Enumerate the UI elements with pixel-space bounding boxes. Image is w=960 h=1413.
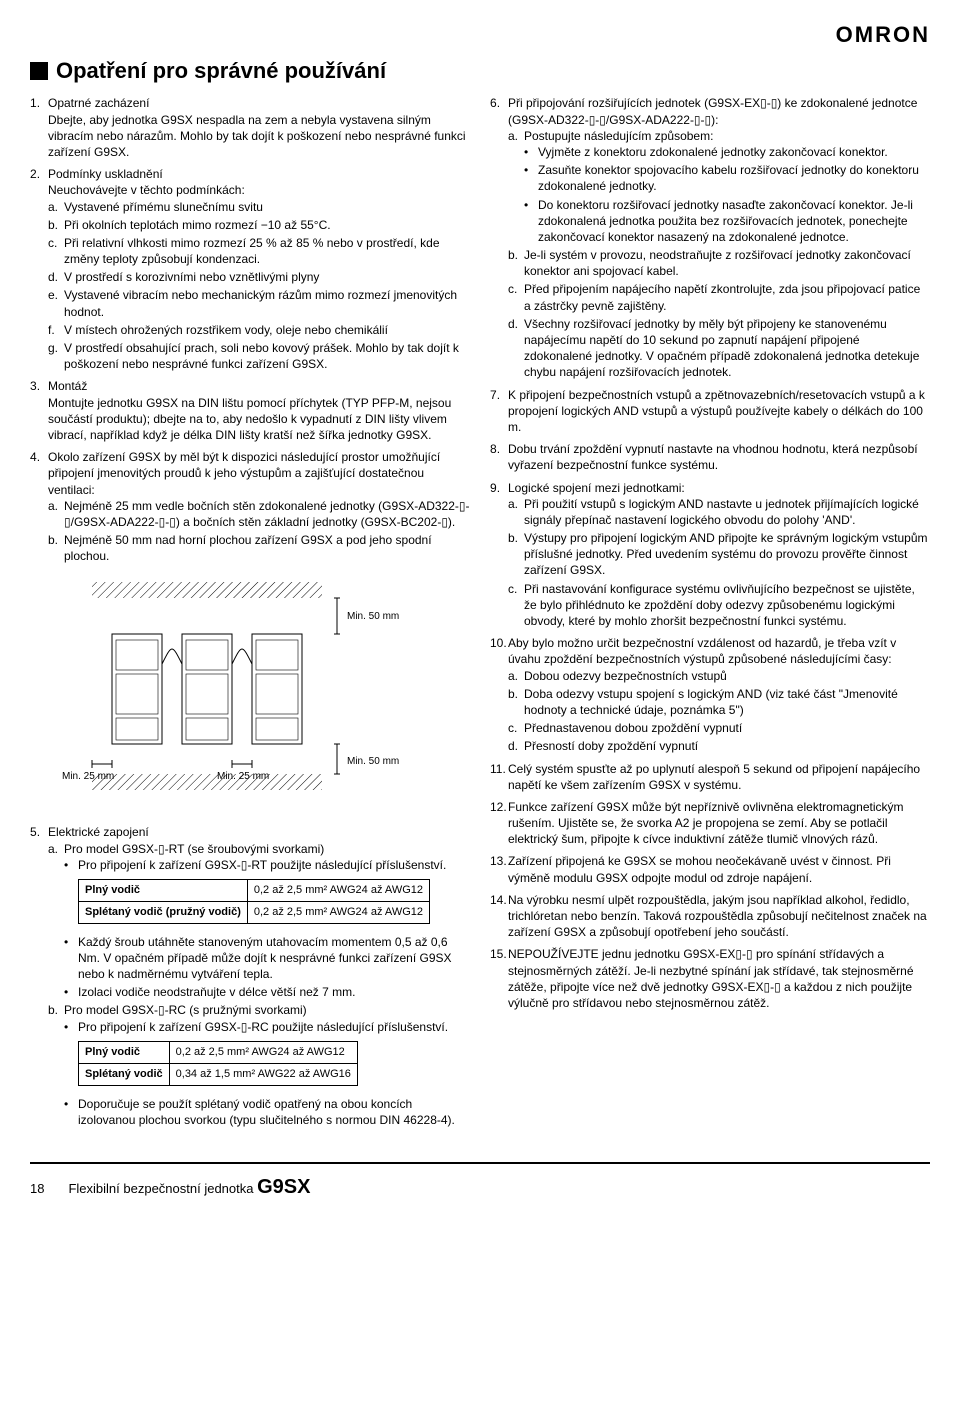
wire-b-r1c2: 0,2 až 2,5 mm² AWG24 až AWG12 [169,1041,357,1063]
item-10: Aby bylo možno určit bezpečnostní vzdále… [490,635,930,754]
item-10b: Doba odezvy vstupu spojení s logickým AN… [508,686,930,718]
item-5b-lead: Pro model G9SX-▯-RC (s pružnými svorkami… [64,1003,307,1017]
item-13: Zařízení připojená ke G9SX se mohou neoč… [490,853,930,885]
footer-text: Flexibilní bezpečnostní jednotka [68,1181,253,1196]
item-4-body: Okolo zařízení G9SX by měl být k dispozi… [48,450,440,496]
item-6-body: Při připojování rozšiřujících jednotek (… [508,96,917,126]
item-4a: Nejméně 25 mm vedle bočních stěn zdokona… [48,498,470,530]
item-14: Na výrobku nesmí ulpět rozpouštědla, jak… [490,892,930,941]
item-6d: Všechny rozšiřovací jednotky by měly být… [508,316,930,381]
dim-mid-label: Min. 25 mm [217,771,269,782]
item-9c: Při nastavování konfigurace systému ovli… [508,581,930,630]
page-number: 18 [30,1180,44,1198]
wire-table-b: Plný vodič 0,2 až 2,5 mm² AWG24 až AWG12… [78,1041,358,1086]
item-5a-lead: Pro model G9SX-▯-RT (se šroubovými svork… [64,842,324,856]
item-9-body: Logické spojení mezi jednotkami: [508,481,685,495]
page-footer: 18 Flexibilní bezpečnostní jednotka G9SX [30,1162,930,1201]
item-3: Montáž Montujte jednotku G9SX na DIN liš… [30,378,470,443]
item-11: Celý systém spusťte až po uplynutí alesp… [490,761,930,793]
item-6a-lead: Postupujte následujícím způsobem: [524,129,713,143]
item-8: Dobu trvání zpoždění vypnutí nastavte na… [490,441,930,473]
item-2-body: Neuchovávejte v těchto podmínkách: [48,183,245,197]
item-5-lead: Elektrické zapojení [48,825,149,839]
dim-top-label: Min. 50 mm [347,611,399,622]
item-10d: Přesností doby zpoždění vypnutí [508,738,930,754]
footer-product: G9SX [257,1176,310,1198]
item-5a-after1: Každý šroub utáhněte stanoveným utahovac… [64,934,470,983]
right-column: Při připojování rozšiřujících jednotek (… [490,95,930,1134]
wire-b-r2c2: 0,34 až 1,5 mm² AWG22 až AWG16 [169,1063,357,1085]
dim-left-label: Min. 25 mm [62,771,114,782]
item-3-lead: Montáž [48,379,87,393]
item-10-body: Aby bylo možno určit bezpečnostní vzdále… [508,636,896,666]
item-3-body: Montujte jednotku G9SX na DIN lištu pomo… [48,396,451,442]
item-6a-b3: Do konektoru rozšiřovací jednotky nasaďt… [524,197,930,246]
item-15: NEPOUŽÍVEJTE jednu jednotku G9SX-EX▯-▯ p… [490,946,930,1011]
item-6a-b2: Zasuňte konektor spojovacího kabelu rozš… [524,162,930,194]
item-1: Opatrné zacházení Dbejte, aby jednotka G… [30,95,470,160]
item-9a: Při použití vstupů s logickým AND nastav… [508,496,930,528]
item-1-body: Dbejte, aby jednotka G9SX nespadla na ze… [48,113,466,159]
item-4: Okolo zařízení G9SX by měl být k dispozi… [30,449,470,814]
table-row: Splétaný vodič (pružný vodič) 0,2 až 2,5… [79,901,430,923]
item-5b-b1: Pro připojení k zařízení G9SX-▯-RC použi… [64,1019,470,1035]
wire-a-r1c1: Plný vodič [79,880,248,902]
wire-b-r1c1: Plný vodič [79,1041,170,1063]
item-2g: V prostředí obsahující prach, soli nebo … [48,340,470,372]
item-2-lead: Podmínky uskladnění [48,167,163,181]
item-5a-after2: Izolaci vodiče neodstraňujte v délce vět… [64,984,470,1000]
item-12: Funkce zařízení G9SX může být nepříznivě… [490,799,930,848]
wire-a-r1c2: 0,2 až 2,5 mm² AWG24 až AWG12 [247,880,429,902]
wire-table-a: Plný vodič 0,2 až 2,5 mm² AWG24 až AWG12… [78,879,430,924]
item-2: Podmínky uskladnění Neuchovávejte v těch… [30,166,470,372]
item-6b: Je-li systém v provozu, neodstraňujte z … [508,247,930,279]
item-5b-after1: Doporučuje se použít splétaný vodič opat… [64,1096,470,1128]
table-row: Plný vodič 0,2 až 2,5 mm² AWG24 až AWG12 [79,880,430,902]
table-row: Splétaný vodič 0,34 až 1,5 mm² AWG22 až … [79,1063,358,1085]
wire-a-r2c2: 0,2 až 2,5 mm² AWG24 až AWG12 [247,901,429,923]
clearance-diagram: Min. 50 mm Min. 25 mm [62,574,470,814]
item-4b: Nejméně 50 mm nad horní plochou zařízení… [48,532,470,564]
item-2b: Při okolních teplotách mimo rozmezí −10 … [48,217,470,233]
item-2e: Vystavené vibracím nebo mechanickým rázů… [48,287,470,319]
item-5b: Pro model G9SX-▯-RC (s pružnými svorkami… [48,1002,470,1127]
wire-b-r2c1: Splétaný vodič [79,1063,170,1085]
item-7: K připojení bezpečnostních vstupů a zpět… [490,387,930,436]
item-5: Elektrické zapojení Pro model G9SX-▯-RT … [30,824,470,1127]
left-column: Opatrné zacházení Dbejte, aby jednotka G… [30,95,470,1134]
item-9b: Výstupy pro připojení logickým AND připo… [508,530,930,579]
table-row: Plný vodič 0,2 až 2,5 mm² AWG24 až AWG12 [79,1041,358,1063]
item-10a: Dobou odezvy bezpečnostních vstupů [508,668,930,684]
item-2a: Vystavené přímému slunečnímu svitu [48,199,470,215]
item-2f: V místech ohrožených rozstřikem vody, ol… [48,322,470,338]
item-6c: Před připojením napájecího napětí zkontr… [508,281,930,313]
item-6a: Postupujte následujícím způsobem: Vyjmět… [508,128,930,245]
wire-a-r2c1: Splétaný vodič (pružný vodič) [79,901,248,923]
item-5a: Pro model G9SX-▯-RT (se šroubovými svork… [48,841,470,1001]
brand-logo: OMRON [30,20,930,50]
item-2c: Při relativní vlhkosti mimo rozmezí 25 %… [48,235,470,267]
dim-right-label: Min. 50 mm [347,756,399,767]
item-10c: Přednastavenou dobou zpoždění vypnutí [508,720,930,736]
item-6: Při připojování rozšiřujících jednotek (… [490,95,930,380]
item-5a-b1: Pro připojení k zařízení G9SX-▯-RT použi… [64,857,470,873]
item-9: Logické spojení mezi jednotkami: Při pou… [490,480,930,630]
item-1-lead: Opatrné zacházení [48,96,149,110]
item-2d: V prostředí s korozivními nebo vznětlivý… [48,269,470,285]
item-6a-b1: Vyjměte z konektoru zdokonalené jednotky… [524,144,930,160]
page-title: Opatření pro správné používání [30,56,930,86]
